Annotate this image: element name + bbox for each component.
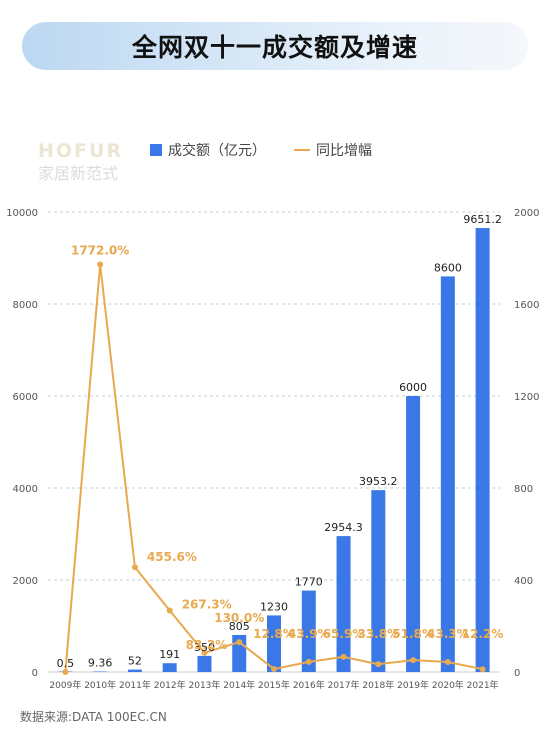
- y-left-tick-label: 4000: [13, 484, 38, 495]
- watermark-brand: HOFUR: [38, 140, 124, 162]
- legend-item-line: 同比增幅: [294, 140, 372, 160]
- bar-value-label: 191: [159, 648, 180, 661]
- line-point: [271, 666, 277, 673]
- line-point: [375, 661, 382, 668]
- bar-value-label: 1770: [295, 576, 323, 589]
- bar: [371, 490, 386, 672]
- bar-value-label: 6000: [399, 381, 427, 394]
- bar-value-label: 8600: [434, 261, 462, 274]
- brand-watermark: HOFUR 家居新范式: [38, 140, 148, 184]
- growth-value-label: 33.8%: [357, 627, 399, 641]
- growth-value-label: 130.0%: [214, 611, 264, 625]
- y-left-tick-label: 6000: [13, 392, 38, 403]
- y-right-tick-label: 1600: [514, 300, 539, 311]
- bar: [127, 669, 142, 672]
- x-tick-label: 2019年: [397, 679, 429, 691]
- line-point: [166, 607, 173, 614]
- bar: [93, 671, 108, 672]
- legend-line-label: 同比增幅: [316, 143, 372, 159]
- growth-value-label: 455.6%: [147, 550, 197, 564]
- line-point: [62, 669, 69, 675]
- y-left-tick-label: 8000: [13, 300, 38, 311]
- y-right-tick-label: 400: [514, 576, 533, 587]
- bar-value-label: 9651.2: [463, 213, 502, 226]
- bar: [406, 396, 421, 672]
- line-point: [479, 666, 486, 673]
- x-tick-label: 2010年: [84, 679, 116, 691]
- legend-bar-swatch: [150, 144, 162, 156]
- chart-title: 全网双十一成交额及增速: [131, 33, 418, 62]
- bar: [162, 663, 177, 672]
- data-source-note: 数据来源:DATA 100EC.CN: [20, 710, 167, 724]
- y-right-tick-label: 2000: [514, 208, 539, 219]
- bar-value-label: 1230: [260, 600, 288, 613]
- growth-value-label: 267.3%: [182, 598, 232, 612]
- legend-bar-label: 成交额（亿元）: [168, 143, 266, 159]
- x-tick-label: 2018年: [362, 679, 394, 691]
- y-left-tick-label: 10000: [6, 208, 38, 219]
- line-point: [340, 653, 347, 660]
- y-right-tick-label: 1200: [514, 392, 539, 403]
- bar-value-label: 52: [128, 655, 142, 668]
- line-point: [444, 659, 451, 666]
- legend-item-bar: 成交额（亿元）: [150, 140, 266, 160]
- x-tick-label: 2016年: [293, 679, 325, 691]
- y-left-tick-label: 2000: [13, 576, 38, 587]
- x-tick-label: 2014年: [223, 679, 255, 691]
- x-tick-label: 2013年: [189, 679, 221, 691]
- x-tick-label: 2020年: [432, 679, 464, 691]
- growth-value-label: 65.9%: [323, 627, 365, 641]
- line-point: [131, 564, 138, 571]
- bar: [197, 655, 212, 672]
- x-tick-label: 2012年: [154, 679, 186, 691]
- x-tick-label: 2015年: [258, 679, 290, 691]
- bar-value-label: 0.5: [57, 657, 75, 670]
- growth-value-label: 51.8%: [392, 627, 434, 641]
- bar: [301, 590, 316, 672]
- growth-value-label: 1772.0%: [71, 243, 129, 257]
- bar: [440, 276, 455, 672]
- growth-value-label: 83.2%: [186, 638, 228, 652]
- growth-value-label: 12.2%: [462, 627, 504, 641]
- y-left-tick-label: 0: [32, 668, 38, 679]
- bar: [336, 536, 351, 672]
- line-point: [201, 649, 208, 656]
- growth-value-label: 43.9%: [288, 627, 330, 641]
- bar-value-label: 2954.3: [324, 521, 363, 534]
- x-tick-label: 2009年: [49, 679, 81, 691]
- legend-line-swatch: [294, 149, 310, 151]
- growth-value-label: 12.8%: [253, 627, 295, 641]
- bar-value-label: 350: [194, 641, 215, 654]
- bar: [267, 615, 281, 672]
- x-tick-label: 2021年: [467, 679, 499, 691]
- line-point: [97, 261, 104, 268]
- bar-value-label: 3953.2: [359, 475, 398, 488]
- bar: [475, 228, 490, 672]
- bar-value-label: 805: [229, 620, 250, 633]
- title-banner: 全网双十一成交额及增速: [22, 22, 528, 70]
- chart-legend: 成交额（亿元） 同比增幅: [150, 140, 400, 160]
- x-tick-label: 2011年: [119, 679, 151, 691]
- y-right-tick-label: 0: [514, 668, 520, 679]
- line-point: [236, 639, 243, 646]
- growth-value-label: 43.3%: [427, 627, 469, 641]
- line-point: [305, 658, 312, 665]
- x-tick-label: 2017年: [328, 679, 360, 691]
- y-right-tick-label: 800: [514, 484, 533, 495]
- bar-value-label: 9.36: [88, 657, 113, 670]
- line-point: [410, 657, 417, 664]
- watermark-tagline: 家居新范式: [38, 164, 119, 183]
